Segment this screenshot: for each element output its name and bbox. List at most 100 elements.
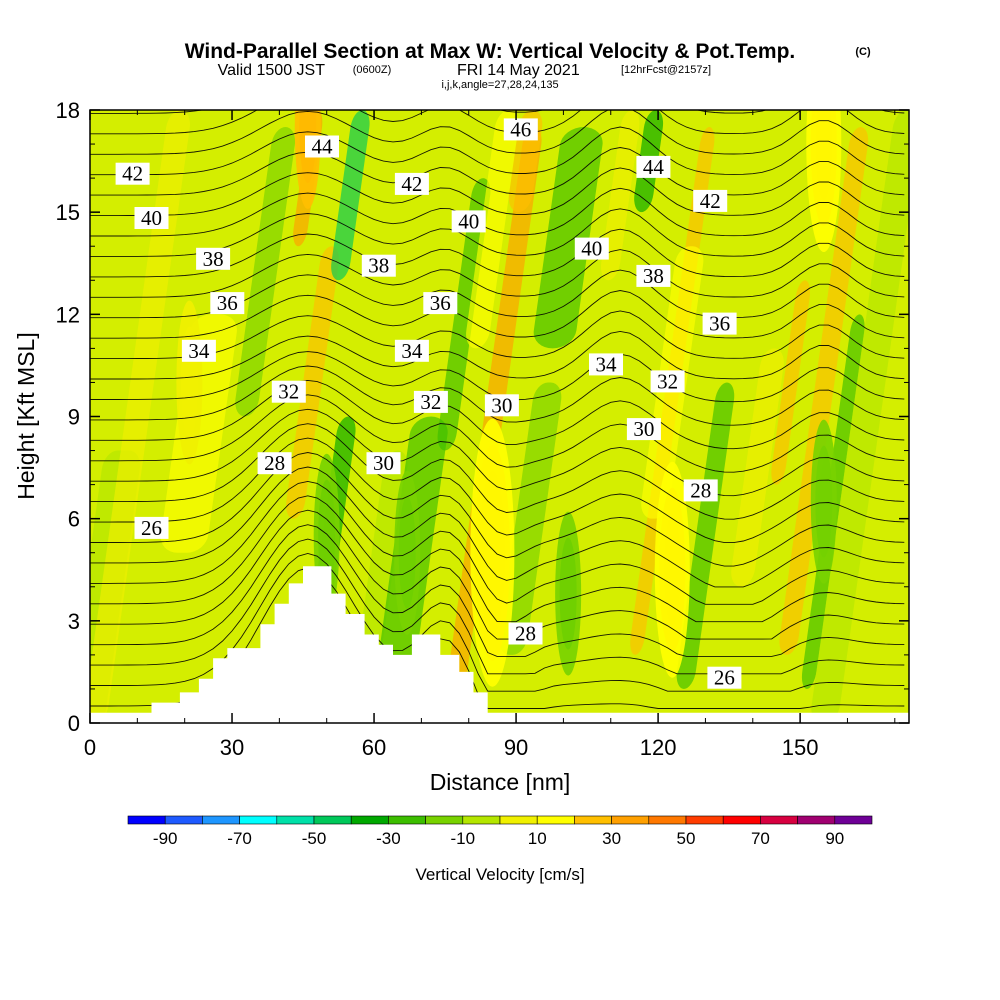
y-tick-label: 9 xyxy=(68,405,80,430)
colorbar-tick-label: -90 xyxy=(153,829,178,848)
isentrope-label: 38 xyxy=(636,264,671,288)
colorbar-label: Vertical Velocity [cm/s] xyxy=(415,865,584,884)
updraft-cell xyxy=(176,300,203,465)
svg-text:46: 46 xyxy=(510,117,531,141)
terrain xyxy=(90,566,909,723)
isentrope-label: 34 xyxy=(394,339,429,363)
svg-text:30: 30 xyxy=(491,393,512,417)
x-tick-label: 30 xyxy=(220,735,244,760)
colorbar-swatch xyxy=(202,815,240,825)
svg-text:36: 36 xyxy=(709,312,730,336)
isentrope-label: 42 xyxy=(693,189,728,213)
y-tick-label: 0 xyxy=(68,711,80,736)
colorbar-swatch xyxy=(685,815,724,825)
y-tick-label: 12 xyxy=(56,302,80,327)
isentrope-line xyxy=(90,167,905,217)
isentrope-label: 42 xyxy=(115,162,150,186)
colorbar-tick-label: -10 xyxy=(451,829,476,848)
isentrope-label: 38 xyxy=(361,254,396,278)
velocity-band xyxy=(466,110,519,349)
svg-text:32: 32 xyxy=(420,390,441,414)
colorbar-swatch xyxy=(388,815,426,825)
updraft-cell xyxy=(470,418,515,687)
isentrope-label: 36 xyxy=(210,291,245,315)
isentrope-line xyxy=(90,310,905,360)
isentrope-line xyxy=(90,480,905,605)
y-tick-label: 15 xyxy=(56,200,80,225)
velocity-band xyxy=(779,127,869,655)
isentrope-line xyxy=(90,466,905,588)
velocity-band xyxy=(90,110,190,723)
colorbar-swatch xyxy=(611,815,650,825)
isentrope-label: 26 xyxy=(707,666,742,690)
colorbar-swatch xyxy=(164,815,203,825)
x-axis-label: Distance [nm] xyxy=(430,769,571,795)
colorbar-tick-label: 90 xyxy=(825,829,844,848)
y-tick-label: 3 xyxy=(68,609,80,634)
svg-text:38: 38 xyxy=(368,254,389,278)
colorbar-tick-label: 50 xyxy=(677,829,696,848)
svg-text:28: 28 xyxy=(515,622,536,646)
isentrope-line xyxy=(90,538,905,675)
isentrope-line xyxy=(90,394,905,473)
velocity-band xyxy=(286,246,339,519)
svg-text:40: 40 xyxy=(141,206,162,230)
svg-text:32: 32 xyxy=(278,380,299,404)
svg-text:44: 44 xyxy=(312,135,334,159)
y-axis-label: Height [Kft MSL] xyxy=(13,332,39,499)
isentrope-line xyxy=(90,495,905,623)
y-tick-label: 6 xyxy=(68,507,80,532)
isentrope-label: 32 xyxy=(650,369,685,393)
velocity-band xyxy=(359,450,408,655)
svg-text:40: 40 xyxy=(581,237,602,261)
isentrope-label: 42 xyxy=(394,172,429,196)
isentrope-line xyxy=(90,110,905,155)
velocity-band xyxy=(499,382,562,655)
isentrope-label: 30 xyxy=(484,393,519,417)
svg-text:28: 28 xyxy=(690,478,711,502)
velocity-band xyxy=(600,110,640,281)
isentrope-line xyxy=(90,187,905,237)
isentrope-label: 36 xyxy=(423,291,458,315)
updraft-cell xyxy=(294,110,321,210)
isentrope-label: 44 xyxy=(305,135,339,159)
colorbar-swatch xyxy=(425,815,464,825)
isentrope-line xyxy=(90,147,905,196)
svg-text:30: 30 xyxy=(633,417,654,441)
isentrope-line xyxy=(90,379,905,450)
colorbar-tick-label: -30 xyxy=(376,829,401,848)
isentrope-line xyxy=(90,408,905,497)
colorbar-swatch xyxy=(239,815,278,825)
utc-time: (0600Z) xyxy=(353,64,392,76)
svg-text:42: 42 xyxy=(700,189,721,213)
velocity-band xyxy=(676,382,735,689)
colorbar-swatch xyxy=(797,815,836,825)
colorbar-swatch xyxy=(574,815,612,825)
copyright-mark: (C) xyxy=(855,46,871,58)
colorbar-swatch xyxy=(127,815,166,825)
isentrope-line xyxy=(90,553,905,692)
isentrope-line xyxy=(90,330,905,380)
svg-text:26: 26 xyxy=(714,666,735,690)
colorbar-swatch xyxy=(648,815,687,825)
svg-text:34: 34 xyxy=(596,352,618,376)
colorbar-swatch xyxy=(350,815,389,825)
colorbar-swatch xyxy=(722,815,761,825)
velocity-band xyxy=(437,178,491,451)
isentrope-label: 28 xyxy=(683,478,718,502)
isentrope-line xyxy=(90,423,905,520)
colorbar-tick-label: 30 xyxy=(602,829,621,848)
isentrope-label: 40 xyxy=(451,209,486,233)
velocity-band xyxy=(811,110,909,723)
isentrope-label: 40 xyxy=(134,206,169,230)
svg-text:34: 34 xyxy=(401,339,423,363)
svg-text:30: 30 xyxy=(373,451,394,475)
velocity-band xyxy=(235,127,296,417)
velocity-band xyxy=(331,110,370,281)
isentrope-line xyxy=(90,509,905,640)
isentrope-line xyxy=(90,290,905,339)
svg-text:32: 32 xyxy=(657,369,678,393)
potential-temperature-contours xyxy=(90,110,905,709)
